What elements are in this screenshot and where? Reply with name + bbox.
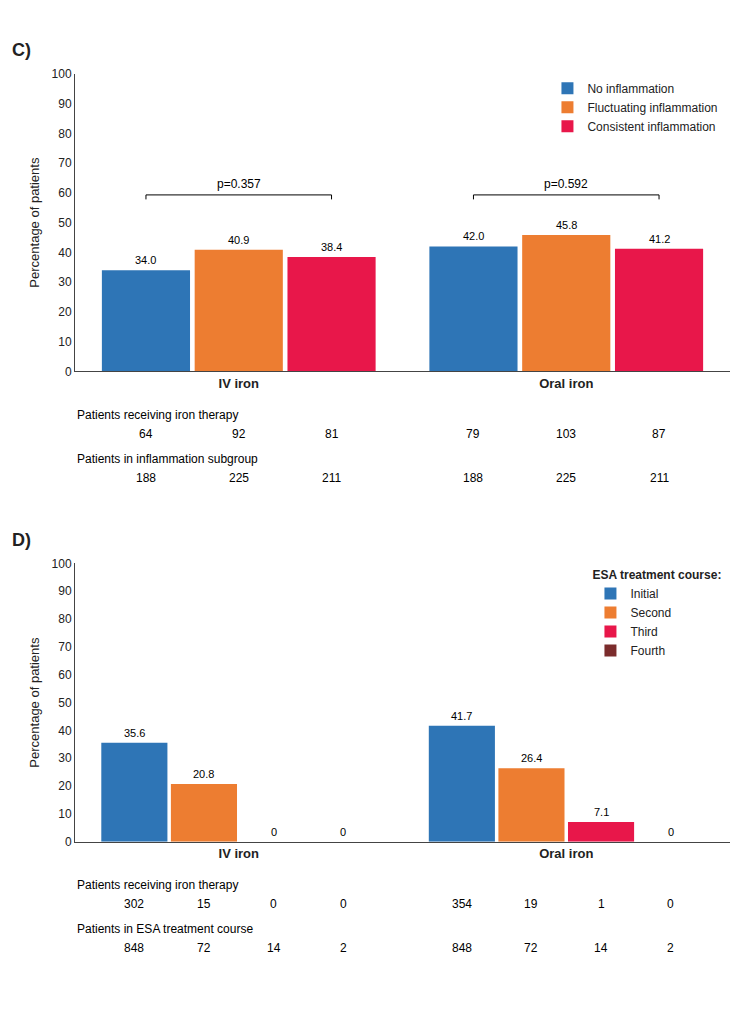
svg-text:80: 80 xyxy=(58,612,72,626)
svg-text:0: 0 xyxy=(340,826,346,838)
svg-text:60: 60 xyxy=(58,186,72,200)
svg-text:100: 100 xyxy=(52,67,72,81)
svg-text:211: 211 xyxy=(322,471,341,485)
svg-text:50: 50 xyxy=(58,696,72,710)
svg-text:14: 14 xyxy=(267,941,281,955)
svg-text:Second: Second xyxy=(630,606,671,620)
svg-text:50: 50 xyxy=(58,216,72,230)
svg-text:p=0.592: p=0.592 xyxy=(544,177,588,191)
svg-text:225: 225 xyxy=(229,471,249,485)
svg-text:302: 302 xyxy=(124,897,144,911)
svg-text:Fourth: Fourth xyxy=(630,644,665,658)
svg-text:10: 10 xyxy=(58,807,72,821)
svg-text:40: 40 xyxy=(58,724,72,738)
svg-text:40.9: 40.9 xyxy=(228,234,249,246)
svg-text:10: 10 xyxy=(58,335,72,349)
svg-text:38.4: 38.4 xyxy=(321,241,342,253)
svg-text:2: 2 xyxy=(340,941,347,955)
svg-text:15: 15 xyxy=(197,897,211,911)
svg-text:14: 14 xyxy=(594,941,608,955)
svg-text:2: 2 xyxy=(667,941,674,955)
svg-text:20.8: 20.8 xyxy=(193,768,214,780)
svg-text:Patients receiving iron therap: Patients receiving iron therapy xyxy=(77,408,238,422)
svg-text:45.8: 45.8 xyxy=(556,219,577,231)
svg-text:87: 87 xyxy=(652,427,666,441)
svg-text:26.4: 26.4 xyxy=(521,752,542,764)
svg-text:72: 72 xyxy=(524,941,538,955)
svg-text:72: 72 xyxy=(197,941,211,955)
svg-text:Percentage of patients: Percentage of patients xyxy=(27,157,42,288)
svg-text:Oral iron: Oral iron xyxy=(539,376,593,391)
svg-text:30: 30 xyxy=(58,751,72,765)
svg-text:IV iron: IV iron xyxy=(219,846,260,861)
svg-text:Percentage of patients: Percentage of patients xyxy=(27,637,42,768)
svg-text:42.0: 42.0 xyxy=(463,230,484,242)
svg-text:34.0: 34.0 xyxy=(135,254,156,266)
svg-text:225: 225 xyxy=(556,471,576,485)
svg-text:848: 848 xyxy=(124,941,144,955)
svg-text:20: 20 xyxy=(58,305,72,319)
svg-text:79: 79 xyxy=(466,427,480,441)
svg-text:90: 90 xyxy=(58,97,72,111)
svg-text:0: 0 xyxy=(65,835,72,849)
svg-text:848: 848 xyxy=(452,941,472,955)
svg-text:0: 0 xyxy=(340,897,347,911)
svg-text:1: 1 xyxy=(598,897,605,911)
svg-text:0: 0 xyxy=(271,826,277,838)
svg-text:C): C) xyxy=(12,40,31,60)
svg-text:Oral iron: Oral iron xyxy=(539,846,593,861)
svg-text:Initial: Initial xyxy=(630,587,658,601)
svg-text:0: 0 xyxy=(667,897,674,911)
svg-text:188: 188 xyxy=(463,471,483,485)
svg-text:41.2: 41.2 xyxy=(649,233,670,245)
svg-text:92: 92 xyxy=(232,427,246,441)
svg-text:188: 188 xyxy=(136,471,156,485)
svg-text:80: 80 xyxy=(58,127,72,141)
svg-text:Patients in ESA treatment cour: Patients in ESA treatment course xyxy=(77,922,253,936)
svg-text:ESA treatment course:: ESA treatment course: xyxy=(592,568,721,582)
svg-text:100: 100 xyxy=(52,557,72,571)
svg-text:90: 90 xyxy=(58,584,72,598)
svg-text:60: 60 xyxy=(58,668,72,682)
svg-text:Third: Third xyxy=(630,625,657,639)
svg-text:211: 211 xyxy=(650,471,669,485)
svg-text:20: 20 xyxy=(58,779,72,793)
svg-text:81: 81 xyxy=(325,427,339,441)
svg-text:19: 19 xyxy=(524,897,538,911)
svg-text:41.7: 41.7 xyxy=(451,710,472,722)
svg-text:Patients in inflammation subgr: Patients in inflammation subgroup xyxy=(77,452,258,466)
svg-text:30: 30 xyxy=(58,275,72,289)
svg-text:No inflammation: No inflammation xyxy=(587,82,674,96)
svg-text:70: 70 xyxy=(58,640,72,654)
svg-text:354: 354 xyxy=(452,897,472,911)
svg-text:103: 103 xyxy=(556,427,576,441)
svg-text:64: 64 xyxy=(139,427,153,441)
svg-text:Fluctuating inflammation: Fluctuating inflammation xyxy=(587,101,717,115)
svg-text:40: 40 xyxy=(58,246,72,260)
svg-text:Patients receiving iron therap: Patients receiving iron therapy xyxy=(77,878,238,892)
svg-text:D): D) xyxy=(12,530,31,550)
svg-text:p=0.357: p=0.357 xyxy=(217,177,261,191)
svg-text:IV iron: IV iron xyxy=(219,376,260,391)
svg-text:35.6: 35.6 xyxy=(124,727,145,739)
svg-text:0: 0 xyxy=(270,897,277,911)
svg-text:0: 0 xyxy=(65,365,72,379)
svg-text:Consistent inflammation: Consistent inflammation xyxy=(587,120,715,134)
svg-text:7.1: 7.1 xyxy=(594,806,609,818)
svg-text:70: 70 xyxy=(58,156,72,170)
svg-text:0: 0 xyxy=(668,826,674,838)
